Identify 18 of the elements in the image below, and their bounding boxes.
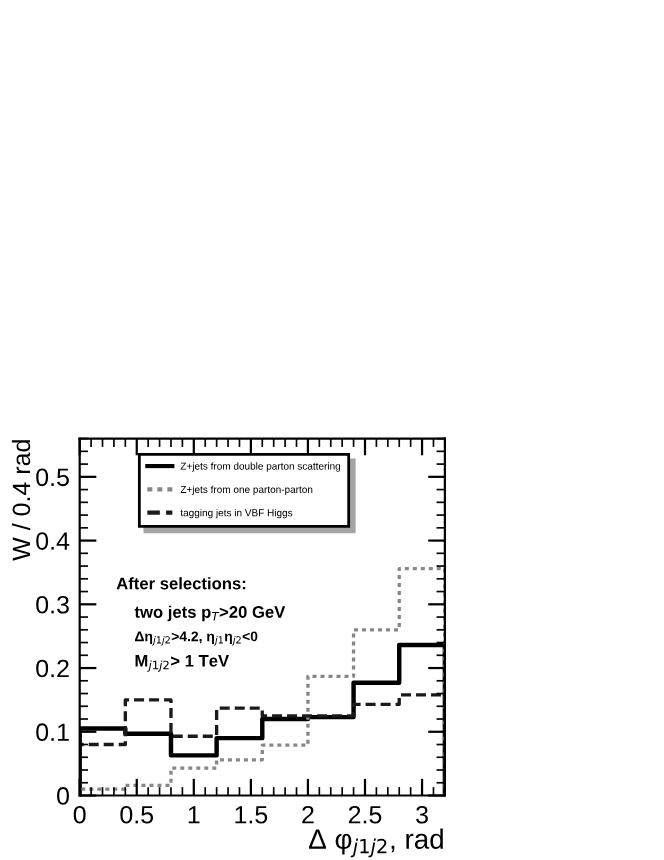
y-tick-label: 0.2	[36, 659, 69, 678]
annotation: M$_{j1j2}$> 1 TeV	[135, 655, 229, 672]
annotation: two jets p$_{T}$>20 GeV	[134, 605, 286, 622]
y-axis-title: W / 0.4 rad	[11, 440, 31, 561]
x-tick-label: 0.5	[120, 805, 154, 824]
x-tick-label: 2.5	[348, 805, 382, 824]
x-tick-label: 1.5	[235, 806, 268, 824]
annotation: After selections:	[116, 577, 246, 590]
y-tick-label: 0.3	[36, 595, 69, 614]
x-axis-title: Δ φ$_{j1j2}$, rad	[309, 828, 443, 858]
y-tick-label: 0.5	[36, 468, 69, 487]
x-tick-label: 1	[188, 806, 200, 824]
x-tick-label: 0	[73, 805, 86, 824]
y-tick-label: 0	[57, 787, 69, 805]
x-tick-label: 2	[302, 805, 314, 824]
y-tick-label: 0.4	[36, 532, 70, 550]
y-tick-label: 0.1	[36, 723, 69, 742]
x-tick-label: 3	[416, 805, 428, 824]
